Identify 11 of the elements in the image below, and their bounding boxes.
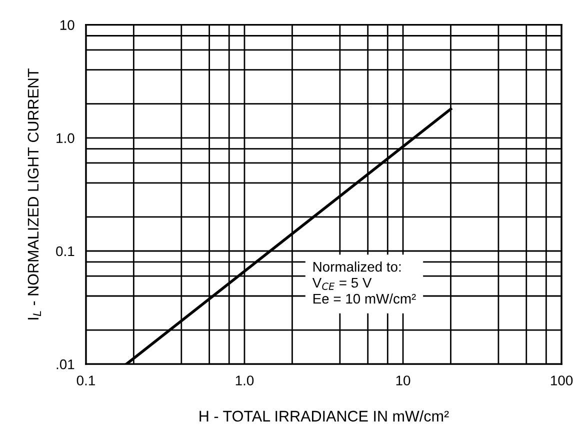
x-tick-label: 1.0 [236,376,254,386]
y-tick-label: 1.0 [56,133,74,144]
x-tick-label: 10 [396,376,410,386]
annotation: Normalized to: V$_{CE}$ = 5 V Ee = 10 mW/cm² [312,262,416,304]
x-axis-title: H - TOTAL IRRADIANCE IN mW/cm² [200,410,449,422]
x-tick-label: 0.1 [76,376,95,386]
y-tick-label: 0.1 [56,246,74,256]
y-tick-label: .01 [56,359,74,370]
y-axis-title: I$_{L}$ - NORMALIZED LIGHT CURRENT [28,68,41,320]
x-tick-label: 100 [551,376,573,386]
y-tick-label: 10 [60,20,74,30]
